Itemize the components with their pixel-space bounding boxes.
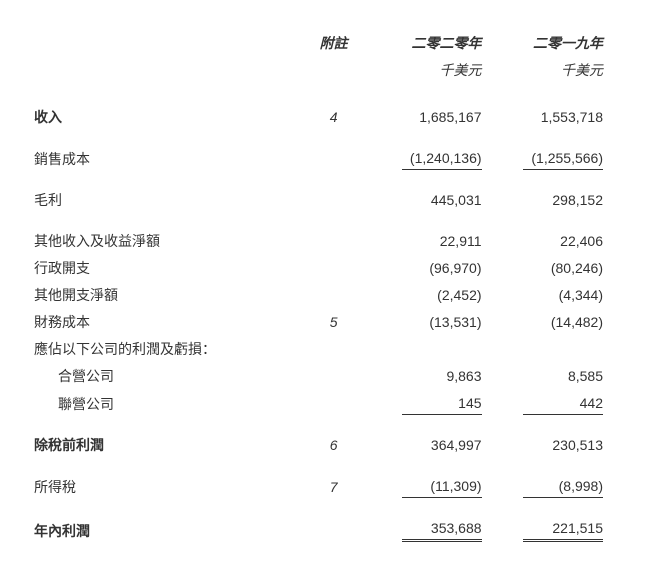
v1-gross-profit: 445,031 [364,187,485,214]
income-statement-table: 附註 二零二零年 二零一九年 千美元 千美元 收入 4 1,685,167 1,… [30,30,607,545]
row-jv: 合營公司 9,863 8,585 [30,363,607,390]
note-profit-year [303,515,364,545]
note-finance-cost: 5 [303,309,364,336]
label-share-header: 應佔以下公司的利潤及虧損： [30,336,607,363]
label-pbt: 除稅前利潤 [30,432,303,459]
label-tax: 所得稅 [30,473,303,501]
label-jv: 合營公司 [30,363,303,390]
v1-assoc: 145 [402,393,482,415]
label-finance-cost: 財務成本 [30,309,303,336]
header-col2-unit: 千美元 [486,57,607,84]
row-other-income: 其他收入及收益淨額 22,911 22,406 [30,228,607,255]
header-col2-year: 二零一九年 [486,30,607,57]
v1-tax: (11,309) [402,476,482,498]
row-gross-profit: 毛利 445,031 298,152 [30,187,607,214]
row-revenue: 收入 4 1,685,167 1,553,718 [30,104,607,131]
note-cost-of-sales [303,145,364,173]
v1-finance-cost: (13,531) [364,309,485,336]
v2-jv: 8,585 [486,363,607,390]
note-other-exp [303,282,364,309]
row-profit-year: 年內利潤 353,688 221,515 [30,515,607,545]
v2-cost-of-sales: (1,255,566) [523,148,603,170]
row-share-header: 應佔以下公司的利潤及虧損： [30,336,607,363]
note-assoc [303,390,364,418]
note-tax: 7 [303,473,364,501]
header-row-unit: 千美元 千美元 [30,57,607,84]
label-profit-year: 年內利潤 [30,515,303,545]
label-other-income: 其他收入及收益淨額 [30,228,303,255]
v2-other-income: 22,406 [486,228,607,255]
row-tax: 所得稅 7 (11,309) (8,998) [30,473,607,501]
v1-jv: 9,863 [364,363,485,390]
v2-finance-cost: (14,482) [486,309,607,336]
note-other-income [303,228,364,255]
v1-profit-year: 353,688 [402,518,482,542]
row-other-exp: 其他開支淨額 (2,452) (4,344) [30,282,607,309]
v2-gross-profit: 298,152 [486,187,607,214]
label-cost-of-sales: 銷售成本 [30,145,303,173]
v1-other-income: 22,911 [364,228,485,255]
row-finance-cost: 財務成本 5 (13,531) (14,482) [30,309,607,336]
header-row-year: 附註 二零二零年 二零一九年 [30,30,607,57]
v2-assoc: 442 [523,393,603,415]
v1-revenue: 1,685,167 [364,104,485,131]
header-col1-unit: 千美元 [364,57,485,84]
v2-revenue: 1,553,718 [486,104,607,131]
label-gross-profit: 毛利 [30,187,303,214]
note-pbt: 6 [303,432,364,459]
v2-tax: (8,998) [523,476,603,498]
label-assoc: 聯營公司 [30,390,303,418]
row-assoc: 聯營公司 145 442 [30,390,607,418]
note-revenue: 4 [303,104,364,131]
header-note-label: 附註 [303,30,364,57]
v1-cost-of-sales: (1,240,136) [402,148,482,170]
row-pbt: 除稅前利潤 6 364,997 230,513 [30,432,607,459]
row-cost-of-sales: 銷售成本 (1,240,136) (1,255,566) [30,145,607,173]
v2-pbt: 230,513 [486,432,607,459]
note-gross-profit [303,187,364,214]
v1-other-exp: (2,452) [364,282,485,309]
v2-admin-exp: (80,246) [486,255,607,282]
v2-other-exp: (4,344) [486,282,607,309]
v2-profit-year: 221,515 [523,518,603,542]
label-admin-exp: 行政開支 [30,255,303,282]
label-revenue: 收入 [30,104,303,131]
v1-pbt: 364,997 [364,432,485,459]
note-jv [303,363,364,390]
note-admin-exp [303,255,364,282]
row-admin-exp: 行政開支 (96,970) (80,246) [30,255,607,282]
header-col1-year: 二零二零年 [364,30,485,57]
v1-admin-exp: (96,970) [364,255,485,282]
label-other-exp: 其他開支淨額 [30,282,303,309]
